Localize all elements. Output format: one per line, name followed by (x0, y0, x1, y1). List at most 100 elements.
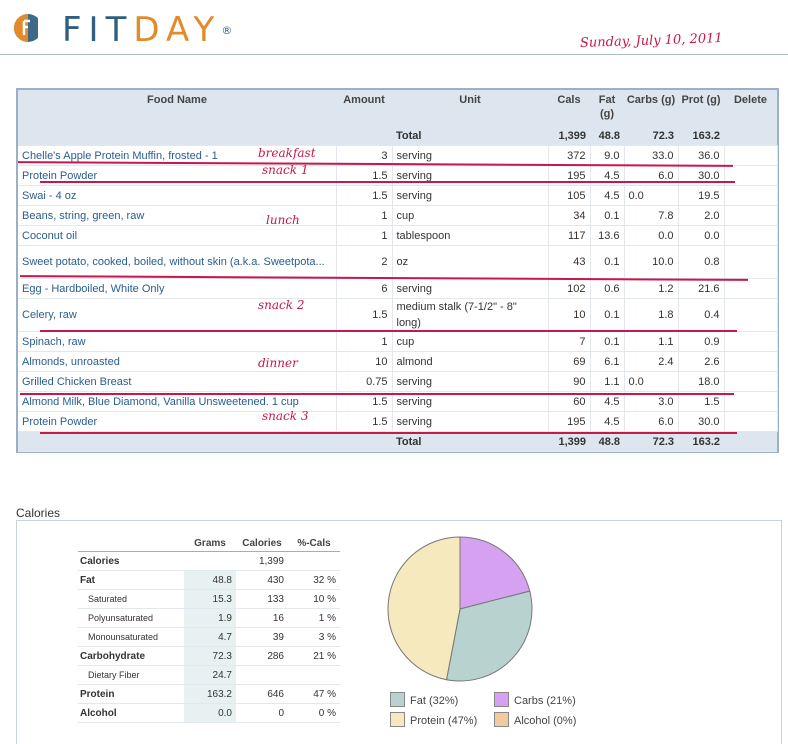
food-fat: 6.1 (590, 351, 625, 372)
total-cals: 1,399 (548, 126, 590, 146)
food-name-link[interactable]: Almonds, unroasted (18, 351, 337, 372)
food-carbs-value: 2.4 (658, 355, 674, 368)
food-prot: 1.5 (678, 391, 725, 412)
food-amount[interactable]: 1.5 (336, 411, 393, 432)
food-amount[interactable]: 1.5 (336, 185, 393, 206)
legend-fat: Fat (32%) (390, 692, 458, 707)
food-unit[interactable]: serving (392, 411, 549, 432)
col-calories: Calories (236, 535, 288, 552)
food-unit[interactable]: serving (392, 165, 549, 186)
food-name-link[interactable]: Coconut oil (18, 225, 337, 246)
food-name-link[interactable]: Beans, string, green, raw (18, 205, 337, 226)
delete-cell[interactable] (724, 205, 778, 226)
delete-cell[interactable] (724, 351, 778, 372)
food-name-link[interactable]: Egg - Hardboiled, White Only (18, 278, 337, 299)
col-food-name[interactable]: Food Name (18, 90, 336, 126)
total-fat: 48.8 (590, 126, 624, 146)
food-amount[interactable]: 1 (336, 225, 393, 246)
delete-cell[interactable] (724, 371, 778, 392)
delete-cell[interactable] (724, 278, 778, 299)
delete-cell[interactable] (724, 165, 778, 186)
delete-cell[interactable] (724, 145, 778, 166)
food-carbs-value: 0.0 (658, 229, 674, 242)
food-carbs: 6.0 (624, 411, 679, 432)
food-unit[interactable]: medium stalk (7-1/2" - 8" long) (392, 298, 549, 332)
delete-cell[interactable] (724, 245, 778, 279)
food-alcohol: 0.0 (628, 189, 644, 202)
macro-calories: 646 (236, 684, 288, 704)
food-unit[interactable]: serving (392, 278, 549, 299)
macro-label: Saturated (78, 589, 184, 609)
food-carbs-value: 1.8 (658, 309, 674, 321)
food-unit[interactable]: almond (392, 351, 549, 372)
food-name-link[interactable]: Protein Powder (18, 165, 337, 186)
col-amount[interactable]: Amount (336, 90, 392, 126)
food-amount[interactable]: 1 (336, 331, 393, 352)
food-fat: 4.5 (590, 391, 625, 412)
food-unit[interactable]: cup (392, 331, 549, 352)
food-unit[interactable]: serving (392, 391, 549, 412)
col-cals[interactable]: Cals (548, 90, 590, 126)
food-alcohol: 0.0 (628, 375, 644, 388)
food-name-link[interactable]: Swai - 4 oz (18, 185, 337, 206)
food-name-link[interactable]: Chelle's Apple Protein Muffin, frosted -… (18, 145, 337, 166)
divider-line (40, 432, 737, 434)
food-amount[interactable]: 0.75 (336, 371, 393, 392)
food-amount[interactable]: 1.5 (336, 298, 393, 332)
food-unit[interactable]: serving (392, 371, 549, 392)
food-fat: 4.5 (590, 165, 625, 186)
macro-calories: 0 (236, 703, 288, 723)
col-fat[interactable]: Fat (g) (590, 90, 624, 126)
macro-label: Polyunsaturated (78, 608, 184, 628)
delete-cell[interactable] (724, 185, 778, 206)
food-amount[interactable]: 1.5 (336, 165, 393, 186)
food-amount[interactable]: 1.5 (336, 391, 393, 412)
food-amount[interactable]: 1 (336, 205, 393, 226)
macro-grams: 48.8 (184, 570, 236, 590)
delete-cell[interactable] (724, 411, 778, 432)
food-prot: 18.0 (678, 371, 725, 392)
col-delete: Delete (724, 90, 777, 126)
food-row: Beans, string, green, raw 1 cup 34 0.1 7.8 2.0 (18, 205, 778, 226)
food-unit[interactable]: serving (392, 185, 549, 206)
food-carbs: 1.8 (624, 298, 679, 332)
food-carbs-value: 7.8 (658, 209, 674, 222)
food-name-link[interactable]: Grilled Chicken Breast (18, 371, 337, 392)
delete-cell[interactable] (724, 391, 778, 412)
food-fat: 13.6 (590, 225, 625, 246)
macro-pct (288, 551, 340, 571)
food-name-link[interactable]: Protein Powder (18, 411, 337, 432)
food-row: Celery, raw 1.5 medium stalk (7-1/2" - 8" … (18, 298, 778, 332)
food-amount[interactable]: 6 (336, 278, 393, 299)
total-label: Total (392, 126, 548, 146)
col-prot[interactable]: Prot (g) (678, 90, 724, 126)
food-amount[interactable]: 2 (336, 245, 393, 279)
note-snack-1: snack 1 (262, 163, 309, 177)
food-amount[interactable]: 10 (336, 351, 393, 372)
delete-cell[interactable] (724, 298, 778, 332)
food-name-link[interactable]: Sweet potato, cooked, boiled, without sk… (18, 245, 337, 279)
delete-cell[interactable] (724, 331, 778, 352)
fitday-logo[interactable]: FITDAY® (62, 10, 233, 50)
col-carbs[interactable]: Carbs (g) (624, 90, 678, 126)
legend-protein-swatch (390, 712, 405, 727)
legend-protein: Protein (47%) (390, 712, 477, 727)
macro-calories (236, 665, 288, 685)
food-unit[interactable]: oz (392, 245, 549, 279)
food-name-link[interactable]: Spinach, raw (18, 331, 337, 352)
macro-pct: 0 % (288, 703, 340, 723)
macro-row: Alcohol 0.0 0 0 % (78, 703, 340, 723)
food-carbs-value: 6.0 (658, 415, 674, 428)
food-prot: 2.0 (678, 205, 725, 226)
food-amount[interactable]: 3 (336, 145, 393, 166)
food-carbs: 6.0 (624, 165, 679, 186)
col-unit[interactable]: Unit (392, 90, 548, 126)
food-carbs-value: 6.0 (658, 169, 674, 182)
food-prot: 0.9 (678, 331, 725, 352)
delete-cell[interactable] (724, 225, 778, 246)
food-name-link[interactable]: Almond Milk, Blue Diamond, Vanilla Unswe… (18, 391, 337, 412)
food-prot: 36.0 (678, 145, 725, 166)
food-unit[interactable]: cup (392, 205, 549, 226)
pie-slice-carbs (459, 536, 531, 610)
food-unit[interactable]: tablespoon (392, 225, 549, 246)
